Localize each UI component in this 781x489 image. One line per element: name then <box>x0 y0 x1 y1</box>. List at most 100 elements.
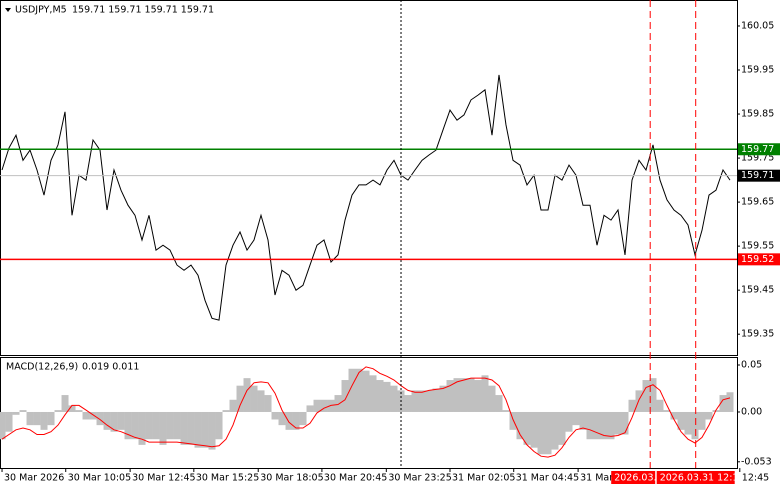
x-tick-label: 31 Mar 02:05 <box>452 473 515 484</box>
x-tick-label: 30 Mar 10:05 <box>68 473 131 484</box>
y2-tick-label: 0.05 <box>741 359 762 370</box>
histogram-bar <box>418 390 426 412</box>
price-line <box>1 74 731 321</box>
histogram-bar <box>271 411 279 420</box>
histogram-bar <box>565 411 573 432</box>
histogram-bar <box>663 410 671 412</box>
histogram-bar <box>719 395 727 412</box>
panel-menu-icon <box>5 8 11 12</box>
histogram-bar <box>537 411 545 455</box>
x-tick-label: 30 Mar 23:25 <box>388 473 451 484</box>
symbol-title: USDJPY,M5 <box>15 5 67 16</box>
x-tick-label: 12:45 <box>742 473 769 484</box>
histogram-bar <box>621 411 629 435</box>
y-tick-label: 159.75 <box>741 153 774 164</box>
macd-values: 0.019 0.011 <box>82 362 139 373</box>
histogram-bar <box>551 411 559 450</box>
histogram-bar <box>82 411 90 420</box>
histogram-bar <box>579 411 587 430</box>
time-label-box <box>656 471 735 484</box>
histogram-bar <box>614 411 622 435</box>
y-tick-label: 159.95 <box>741 65 774 76</box>
last-price-box <box>738 169 780 182</box>
histogram-bar <box>215 411 223 440</box>
histogram-bar <box>390 385 398 412</box>
y-tick-label: 159.65 <box>741 197 774 208</box>
histogram-bar <box>75 410 83 412</box>
histogram-bar <box>607 411 615 440</box>
histogram-bar <box>12 411 20 415</box>
x-tick-label: 30 Mar 20:45 <box>324 473 387 484</box>
y-tick-label: 160.05 <box>741 20 774 31</box>
histogram-bar <box>54 410 62 412</box>
histogram-bar <box>572 411 580 426</box>
histogram-bar <box>642 380 650 412</box>
histogram-bar <box>26 411 34 426</box>
histogram-bar <box>68 405 76 412</box>
histogram-bar <box>229 399 237 412</box>
histogram-bar <box>558 411 566 445</box>
histogram-bar <box>593 411 601 440</box>
histogram-bar <box>439 385 447 412</box>
y2-tick-label: -0.053 <box>741 456 772 467</box>
histogram-bar <box>369 375 377 412</box>
histogram-bar <box>474 380 482 412</box>
y2-tick-label: 0.00 <box>741 406 762 417</box>
histogram-bar <box>33 411 41 426</box>
histogram-bar <box>467 378 475 412</box>
histogram-bar <box>243 378 251 412</box>
histogram-bar <box>376 380 384 412</box>
histogram-bar <box>320 399 328 412</box>
histogram-bar <box>404 395 412 412</box>
level-label-box <box>738 253 780 266</box>
histogram-bar <box>19 410 27 412</box>
histogram-bar <box>285 411 293 430</box>
histogram-bar <box>5 411 13 432</box>
histogram-bar <box>166 411 174 440</box>
histogram-bar <box>586 411 594 440</box>
histogram-bar <box>292 411 300 430</box>
x-tick-label: 30 Mar 12:45 <box>132 473 195 484</box>
histogram-bar <box>89 411 97 420</box>
histogram-bar <box>117 411 125 430</box>
histogram-bar <box>698 411 706 430</box>
histogram-bar <box>348 368 356 412</box>
x-tick-label: 31 Mar <box>580 473 613 484</box>
x-tick-label: 30 Mar 2026 <box>4 473 64 484</box>
last-price-label: 159.71 <box>741 170 774 181</box>
histogram-bar <box>523 411 531 445</box>
histogram-bar <box>411 390 419 412</box>
histogram-bar <box>509 411 517 430</box>
histogram-bar <box>355 368 363 412</box>
histogram-bar <box>257 390 265 412</box>
histogram-bar <box>208 411 216 450</box>
price-panel-frame <box>0 0 738 356</box>
histogram-bar <box>40 411 48 430</box>
histogram-bar <box>138 411 146 445</box>
histogram-bar <box>628 399 636 412</box>
histogram-bar <box>670 411 678 420</box>
histogram-bar <box>250 385 258 412</box>
histogram-bar <box>222 410 230 412</box>
ohlc-values: 159.71 159.71 159.71 159.71 <box>72 5 214 16</box>
histogram-bar <box>313 399 321 412</box>
histogram-bar <box>600 411 608 440</box>
histogram-bar <box>0 411 6 440</box>
histogram-bar <box>446 380 454 412</box>
histogram-bar <box>103 411 111 430</box>
x-tick-label: 31 Mar 04:45 <box>516 473 579 484</box>
time-label: 2026.03.3 <box>614 473 662 484</box>
histogram-bar <box>383 381 391 412</box>
histogram-bar <box>656 399 664 412</box>
histogram-bar <box>705 411 713 420</box>
histogram-bar <box>278 411 286 426</box>
histogram-bar <box>299 411 307 426</box>
histogram-bar <box>264 395 272 412</box>
histogram-bar <box>362 370 370 412</box>
histogram-bar <box>481 375 489 412</box>
histogram-bar <box>516 411 524 440</box>
histogram-bar <box>187 411 195 445</box>
histogram-bar <box>306 405 314 412</box>
histogram-bar <box>131 411 139 440</box>
histogram-bar <box>530 411 538 448</box>
